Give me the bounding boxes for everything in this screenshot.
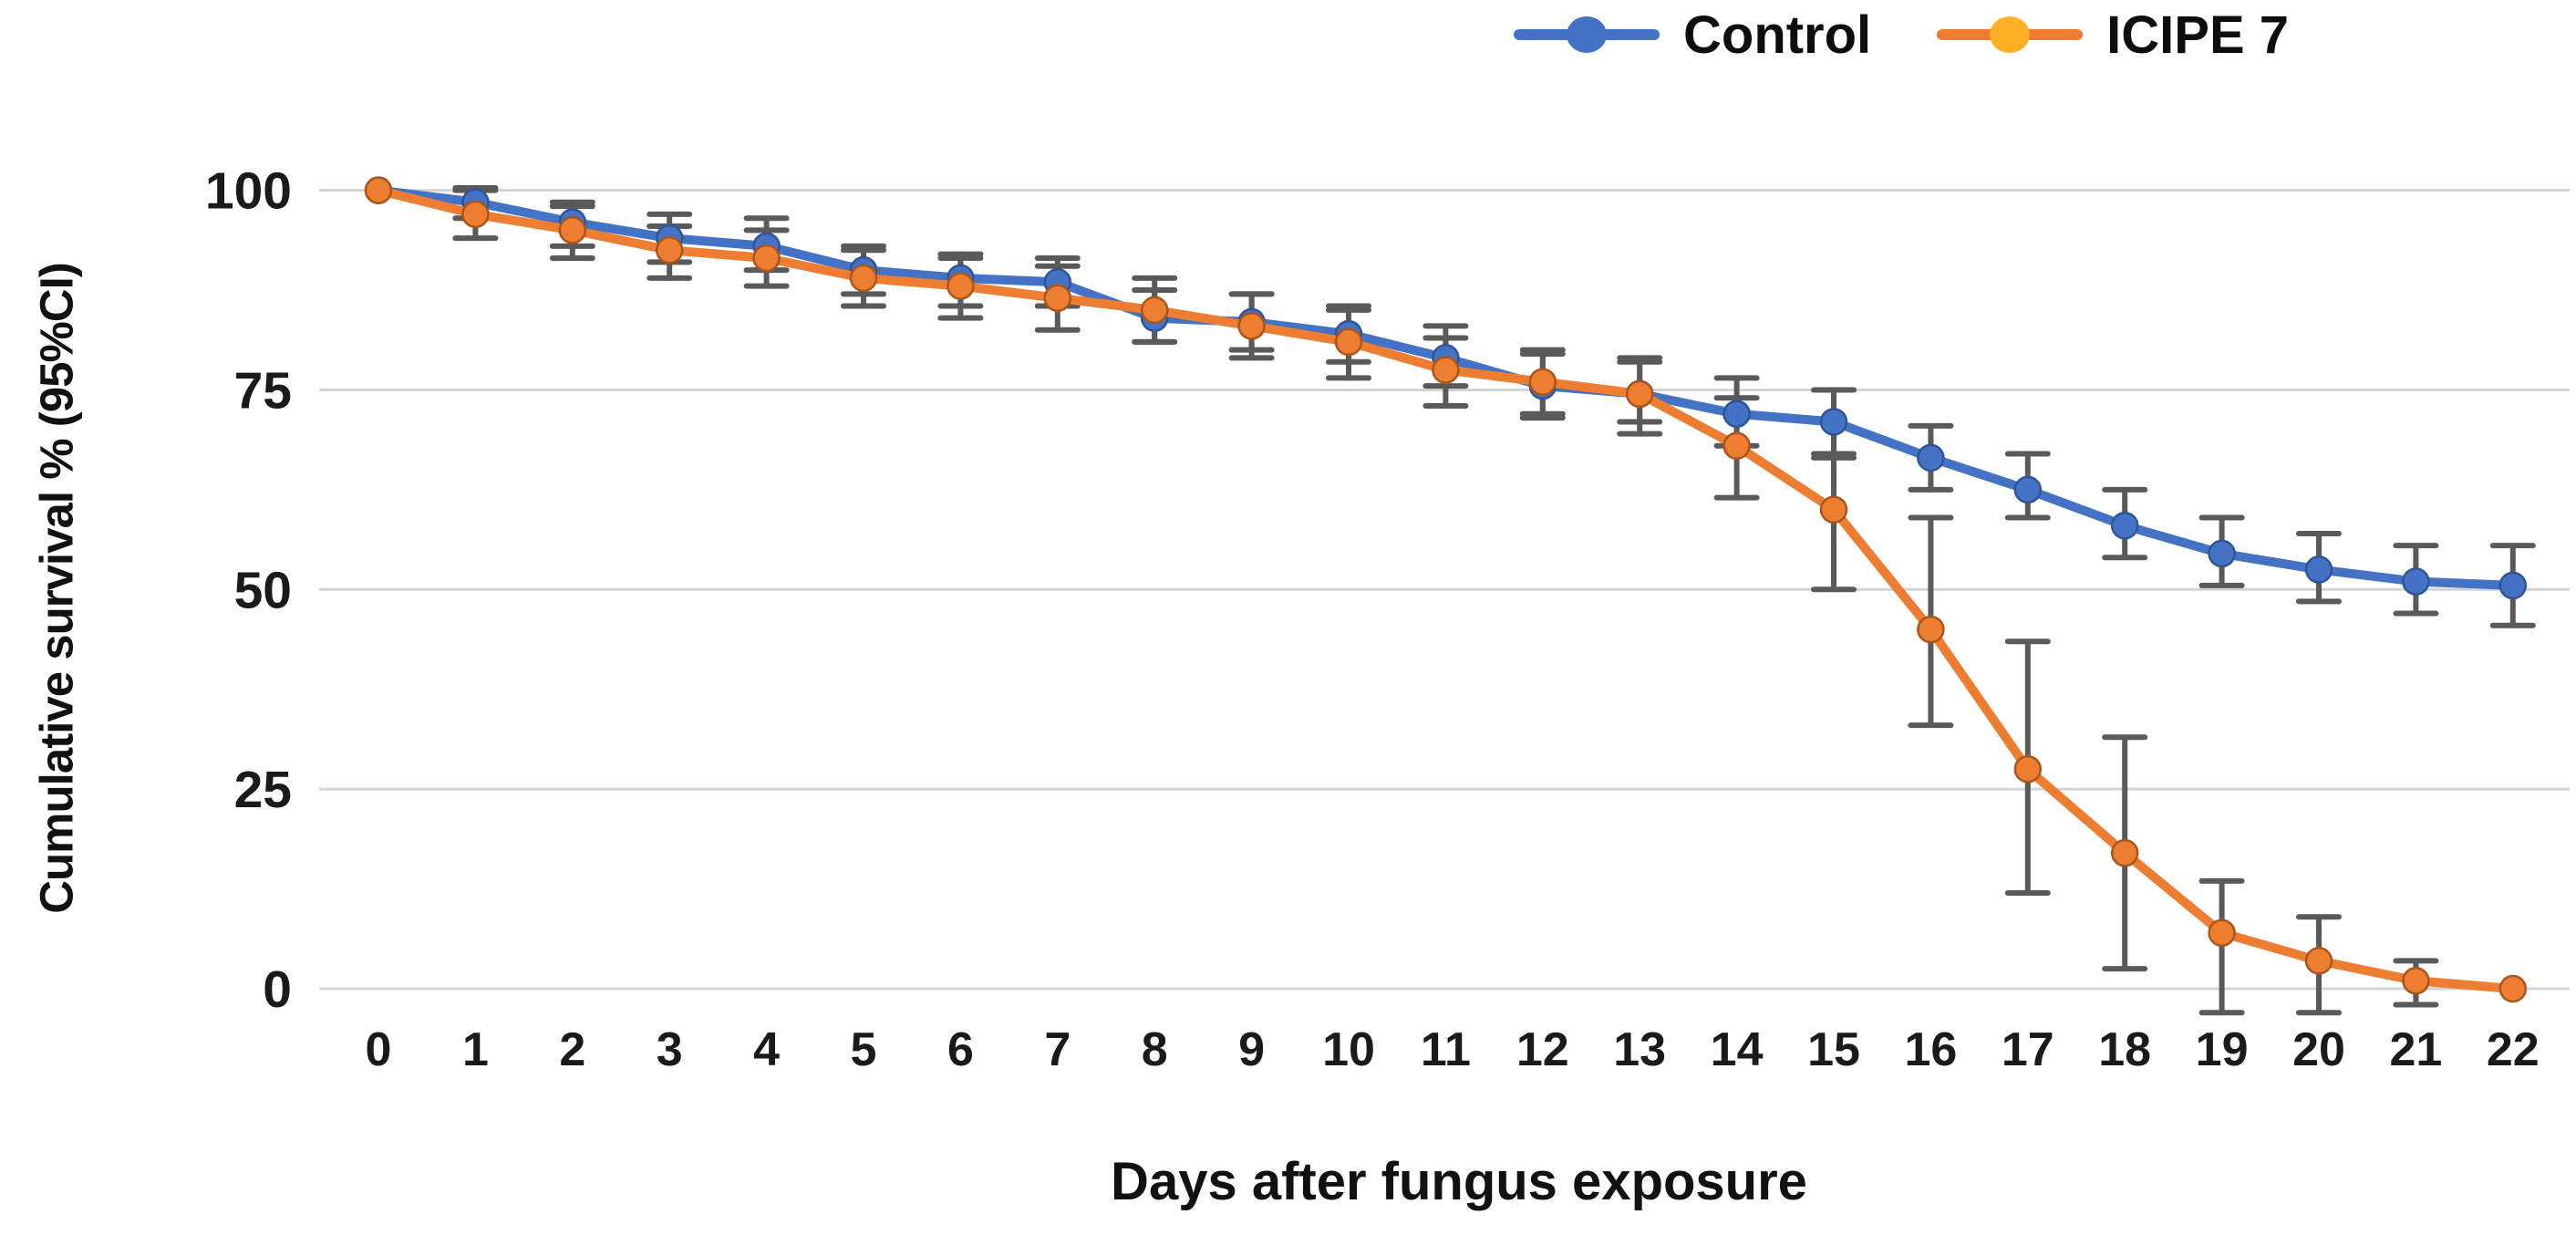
x-tick-label-13: 13 [1613, 1023, 1666, 1076]
x-tick-label-20: 20 [2292, 1023, 2345, 1076]
icipe-7-point-day-11 [1432, 356, 1460, 384]
icipe-7-point-day-8 [1140, 296, 1169, 325]
y-axis-title: Cumulative survival % (95%CI) [30, 263, 83, 914]
x-tick-label-11: 11 [1421, 1023, 1471, 1076]
icipe-7-point-day-18 [2110, 838, 2139, 867]
x-tick-label-0: 0 [366, 1023, 392, 1076]
icipe-7-point-day-1 [461, 200, 490, 229]
x-tick-label-8: 8 [1142, 1023, 1168, 1076]
icipe7-legend-line-icon [1937, 16, 2084, 53]
icipe-7-point-day-22 [2498, 974, 2528, 1003]
x-tick-label-6: 6 [947, 1023, 974, 1076]
control-point-day-14 [1723, 400, 1751, 428]
legend: Control ICIPE 7 [1514, 5, 2354, 66]
control-point-day-22 [2498, 571, 2528, 600]
x-tick-label-17: 17 [2002, 1023, 2054, 1076]
x-tick-label-5: 5 [851, 1023, 877, 1076]
x-tick-label-21: 21 [2389, 1023, 2442, 1076]
icipe-7-point-day-16 [1917, 615, 1945, 644]
x-tick-label-14: 14 [1711, 1023, 1764, 1076]
x-tick-label-18: 18 [2098, 1023, 2151, 1076]
icipe-7-point-day-20 [2304, 947, 2333, 975]
x-tick-label-4: 4 [753, 1023, 780, 1076]
icipe-7-point-day-15 [1819, 495, 1848, 524]
x-tick-label-19: 19 [2196, 1023, 2249, 1076]
x-tick-label-1: 1 [462, 1023, 489, 1076]
x-tick-label-7: 7 [1044, 1023, 1071, 1076]
x-tick-label-10: 10 [1322, 1023, 1375, 1076]
legend-label-control: Control [1683, 5, 1872, 65]
control-point-day-21 [2402, 567, 2430, 596]
legend-item-control: Control [1514, 5, 1871, 66]
x-tick-label-22: 22 [2487, 1023, 2540, 1076]
control-point-day-19 [2208, 539, 2236, 568]
x-axis-title: Days after fungus exposure [1111, 1152, 1807, 1211]
icipe-7-point-day-21 [2402, 966, 2430, 995]
control-point-day-15 [1819, 408, 1848, 436]
icipe-7-point-day-4 [752, 244, 781, 273]
x-tick-label-15: 15 [1807, 1023, 1860, 1076]
icipe-7-point-day-0 [364, 176, 393, 204]
icipe-7-point-day-7 [1043, 284, 1072, 313]
icipe-7-error-bars [452, 187, 2439, 1016]
control-point-day-16 [1917, 443, 1945, 472]
y-axis-tick-labels: 0 25 50 75 100 [205, 162, 292, 1019]
x-tick-label-9: 9 [1238, 1023, 1265, 1076]
control-point-day-20 [2304, 555, 2333, 584]
y-tick-label-75: 75 [234, 361, 292, 420]
icipe-7-point-day-6 [947, 272, 975, 300]
legend-item-icipe7: ICIPE 7 [1937, 5, 2289, 66]
icipe-7-point-day-3 [655, 236, 684, 265]
y-tick-label-0: 0 [263, 960, 292, 1019]
x-axis-tick-labels: 0 1 2 3 4 5 6 7 8 9 10 11 12 13 14 15 16 17 18 19 20 21 22 [366, 1023, 2540, 1076]
icipe-7-point-day-14 [1723, 431, 1751, 460]
y-tick-label-25: 25 [234, 761, 292, 819]
x-tick-label-3: 3 [657, 1023, 683, 1076]
x-tick-label-16: 16 [1904, 1023, 1957, 1076]
gridlines [319, 189, 2570, 991]
control-legend-marker-icon [1567, 16, 1607, 53]
icipe-7-point-day-9 [1237, 312, 1266, 340]
legend-label-icipe7: ICIPE 7 [2106, 5, 2290, 65]
icipe-7-point-day-2 [558, 216, 587, 244]
icipe-7-point-day-5 [849, 264, 878, 293]
icipe-7-point-day-13 [1625, 379, 1654, 409]
control-legend-line-icon [1514, 16, 1660, 53]
control-point-day-18 [2110, 512, 2139, 540]
icipe7-legend-marker-icon [1990, 16, 2031, 53]
y-tick-label-100: 100 [205, 162, 292, 221]
y-tick-label-50: 50 [234, 561, 292, 619]
icipe-7-markers [364, 176, 2528, 1003]
x-tick-label-2: 2 [559, 1023, 585, 1076]
x-tick-label-12: 12 [1516, 1023, 1569, 1076]
icipe-7-point-day-10 [1334, 327, 1363, 357]
icipe-7-point-day-12 [1528, 368, 1557, 396]
control-point-day-17 [2013, 475, 2043, 504]
icipe-7-point-day-17 [2013, 755, 2043, 784]
icipe-7-point-day-19 [2208, 918, 2236, 947]
